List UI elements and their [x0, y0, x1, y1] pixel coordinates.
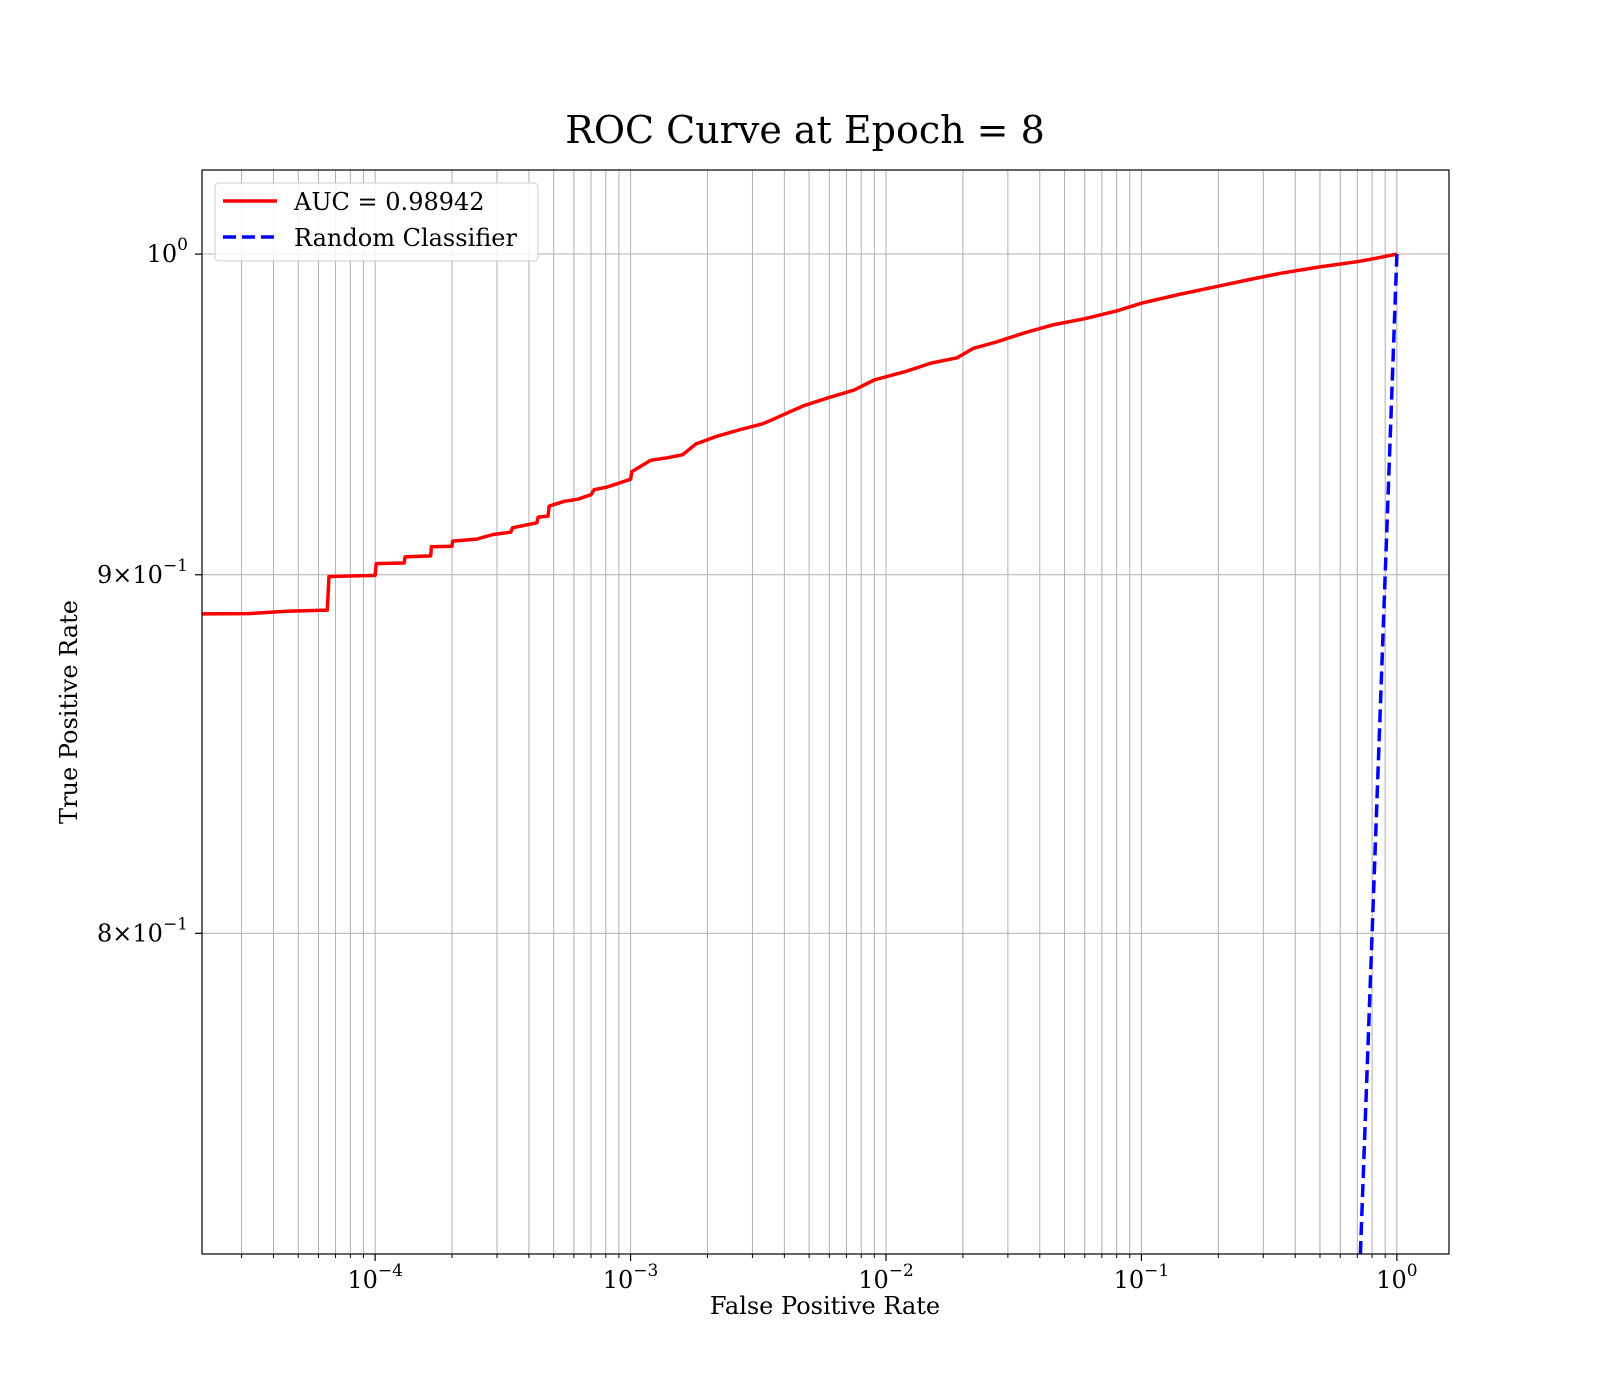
chart-title: ROC Curve at Epoch = 8 — [565, 108, 1045, 152]
legend-label-auc: AUC = 0.98942 — [293, 188, 485, 216]
y-tick-label: 8×10−1 — [97, 914, 188, 947]
legend: AUC = 0.98942 Random Classifier — [214, 182, 539, 262]
legend-label-random: Random Classifier — [294, 224, 517, 252]
grid — [202, 170, 1449, 1254]
roc-curve-line — [202, 252, 1398, 616]
y-tick-label: 100 — [147, 235, 188, 268]
x-axis-label: False Positive Rate — [710, 1292, 940, 1320]
legend-box — [214, 182, 539, 262]
y-axis-label: True Positive Rate — [55, 600, 83, 824]
plot-frame — [201, 169, 1450, 1255]
random-classifier-line — [1358, 254, 1399, 1254]
series-layer — [202, 252, 1399, 1254]
y-tick-label: 9×10−1 — [97, 556, 188, 589]
